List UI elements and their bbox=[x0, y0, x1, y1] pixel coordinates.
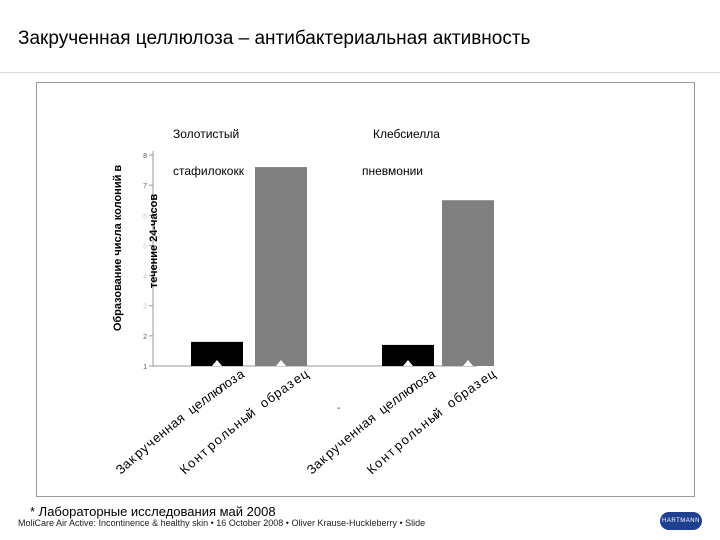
bar-base-marker bbox=[403, 360, 413, 366]
title-divider bbox=[0, 72, 720, 73]
y-tick-label: 8 bbox=[143, 153, 147, 160]
bar-chart: 1 2 3 4 5 6 7 8 Образование числа колоний в течен… bbox=[112, 127, 498, 477]
y-tick-label: 3 bbox=[143, 304, 147, 311]
y-tick-label: 6 bbox=[143, 213, 147, 220]
bar bbox=[382, 344, 434, 366]
group-title-line2: пневмонии bbox=[362, 164, 423, 178]
y-axis-title-line2: течение 24-часов bbox=[148, 194, 160, 289]
bar-base-marker bbox=[276, 360, 286, 366]
hartmann-logo: HARTMANN bbox=[660, 512, 702, 530]
group-title-line1: Клебсиелла bbox=[373, 127, 440, 141]
y-tick-label: 2 bbox=[143, 334, 147, 341]
y-tick-label: 1 bbox=[143, 364, 147, 371]
bar-base-marker bbox=[463, 360, 473, 366]
group-title-line2: стафилококк bbox=[173, 164, 245, 178]
footer-text: MoliCare Air Active: Incontinence & heal… bbox=[18, 518, 426, 528]
separator-mark: - bbox=[337, 403, 340, 414]
y-tick-label: 7 bbox=[143, 183, 147, 190]
y-tick-label: 5 bbox=[143, 243, 147, 250]
y-tick-label: 4 bbox=[143, 274, 147, 281]
bar-base-marker bbox=[212, 360, 222, 366]
y-axis-title-line1: Образование числа колоний в bbox=[112, 165, 124, 332]
chart-frame: 1 2 3 4 5 6 7 8 Образование числа колоний в течен… bbox=[36, 82, 695, 497]
group-title-line1: Золотистый bbox=[173, 127, 239, 141]
slide-title: Закрученная целлюлоза – антибактериальна… bbox=[18, 28, 531, 49]
bar bbox=[255, 167, 307, 366]
footnote: * Лабораторные исследования май 2008 bbox=[30, 504, 276, 519]
bar bbox=[442, 200, 494, 366]
